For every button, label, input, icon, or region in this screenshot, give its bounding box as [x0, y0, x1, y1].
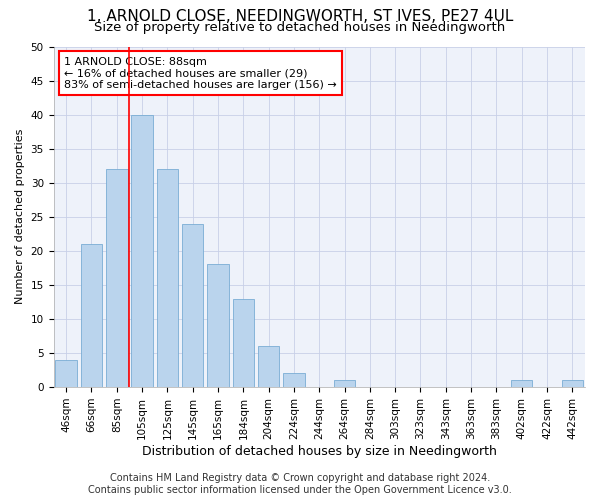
- Text: 1 ARNOLD CLOSE: 88sqm
← 16% of detached houses are smaller (29)
83% of semi-deta: 1 ARNOLD CLOSE: 88sqm ← 16% of detached …: [64, 56, 337, 90]
- Bar: [131, 114, 153, 387]
- Text: Contains HM Land Registry data © Crown copyright and database right 2024.
Contai: Contains HM Land Registry data © Crown c…: [88, 474, 512, 495]
- Bar: [207, 264, 229, 387]
- Bar: [157, 169, 178, 387]
- Text: 1, ARNOLD CLOSE, NEEDINGWORTH, ST IVES, PE27 4UL: 1, ARNOLD CLOSE, NEEDINGWORTH, ST IVES, …: [87, 9, 513, 24]
- Text: Size of property relative to detached houses in Needingworth: Size of property relative to detached ho…: [94, 22, 506, 35]
- X-axis label: Distribution of detached houses by size in Needingworth: Distribution of detached houses by size …: [142, 444, 497, 458]
- Bar: [55, 360, 77, 387]
- Bar: [258, 346, 280, 387]
- Bar: [511, 380, 532, 387]
- Bar: [106, 169, 128, 387]
- Y-axis label: Number of detached properties: Number of detached properties: [15, 129, 25, 304]
- Bar: [283, 374, 305, 387]
- Bar: [562, 380, 583, 387]
- Bar: [182, 224, 203, 387]
- Bar: [81, 244, 102, 387]
- Bar: [233, 298, 254, 387]
- Bar: [334, 380, 355, 387]
